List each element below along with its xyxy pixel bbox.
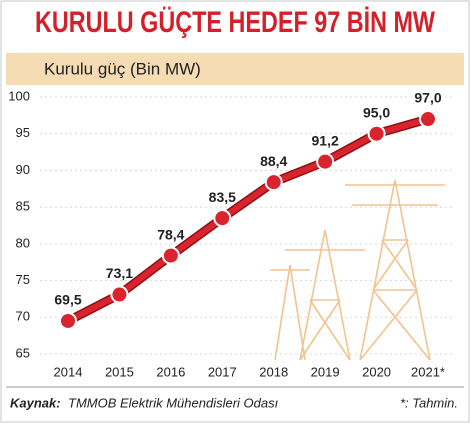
x-tick-label: 2021* xyxy=(411,364,445,379)
subtitle: Kurulu güç (Bin MW) xyxy=(44,59,201,78)
point xyxy=(110,285,129,304)
point xyxy=(161,246,180,265)
source: TMMOB Elektrik Mühendisleri Odası xyxy=(68,395,279,410)
x-tick-label: 2014 xyxy=(54,364,83,379)
chart-title: KURULU GÜÇTE HEDEF 97 BİN MW xyxy=(35,6,436,39)
point xyxy=(316,152,335,171)
x-tick-label: 2016 xyxy=(156,364,185,379)
value-label: 88,4 xyxy=(260,153,287,169)
y-tick-label: 80 xyxy=(16,235,30,250)
subtitle-band xyxy=(6,53,464,85)
x-tick-label: 2017 xyxy=(208,364,237,379)
value-label: 83,5 xyxy=(209,189,236,205)
value-label: 69,5 xyxy=(54,292,81,308)
note: *: Tahmin. xyxy=(400,395,458,410)
y-tick-label: 75 xyxy=(16,272,30,287)
y-tick-label: 90 xyxy=(16,162,30,177)
point xyxy=(59,311,77,330)
x-tick-label: 2020 xyxy=(362,364,391,379)
x-tick-label: 2018 xyxy=(259,364,288,379)
line xyxy=(66,116,429,324)
value-label: 91,2 xyxy=(312,132,339,148)
x-tick-label: 2019 xyxy=(311,364,340,379)
point xyxy=(264,173,283,192)
pylon-illustration xyxy=(270,179,445,361)
y-tick-label: 70 xyxy=(16,309,30,324)
source-label: Kaynak: xyxy=(10,395,61,410)
point xyxy=(419,110,437,129)
y-tick-label: 100 xyxy=(8,88,30,103)
y-tick-label: 85 xyxy=(16,199,30,214)
y-tick-label: 65 xyxy=(16,345,30,360)
value-label: 95,0 xyxy=(363,104,390,120)
point xyxy=(213,209,232,228)
y-tick-label: 95 xyxy=(16,125,30,140)
value-label: 97,0 xyxy=(414,90,441,106)
x-tick-label: 2015 xyxy=(105,364,134,379)
value-label: 78,4 xyxy=(157,226,184,242)
value-label: 73,1 xyxy=(106,265,133,281)
point xyxy=(367,124,386,143)
